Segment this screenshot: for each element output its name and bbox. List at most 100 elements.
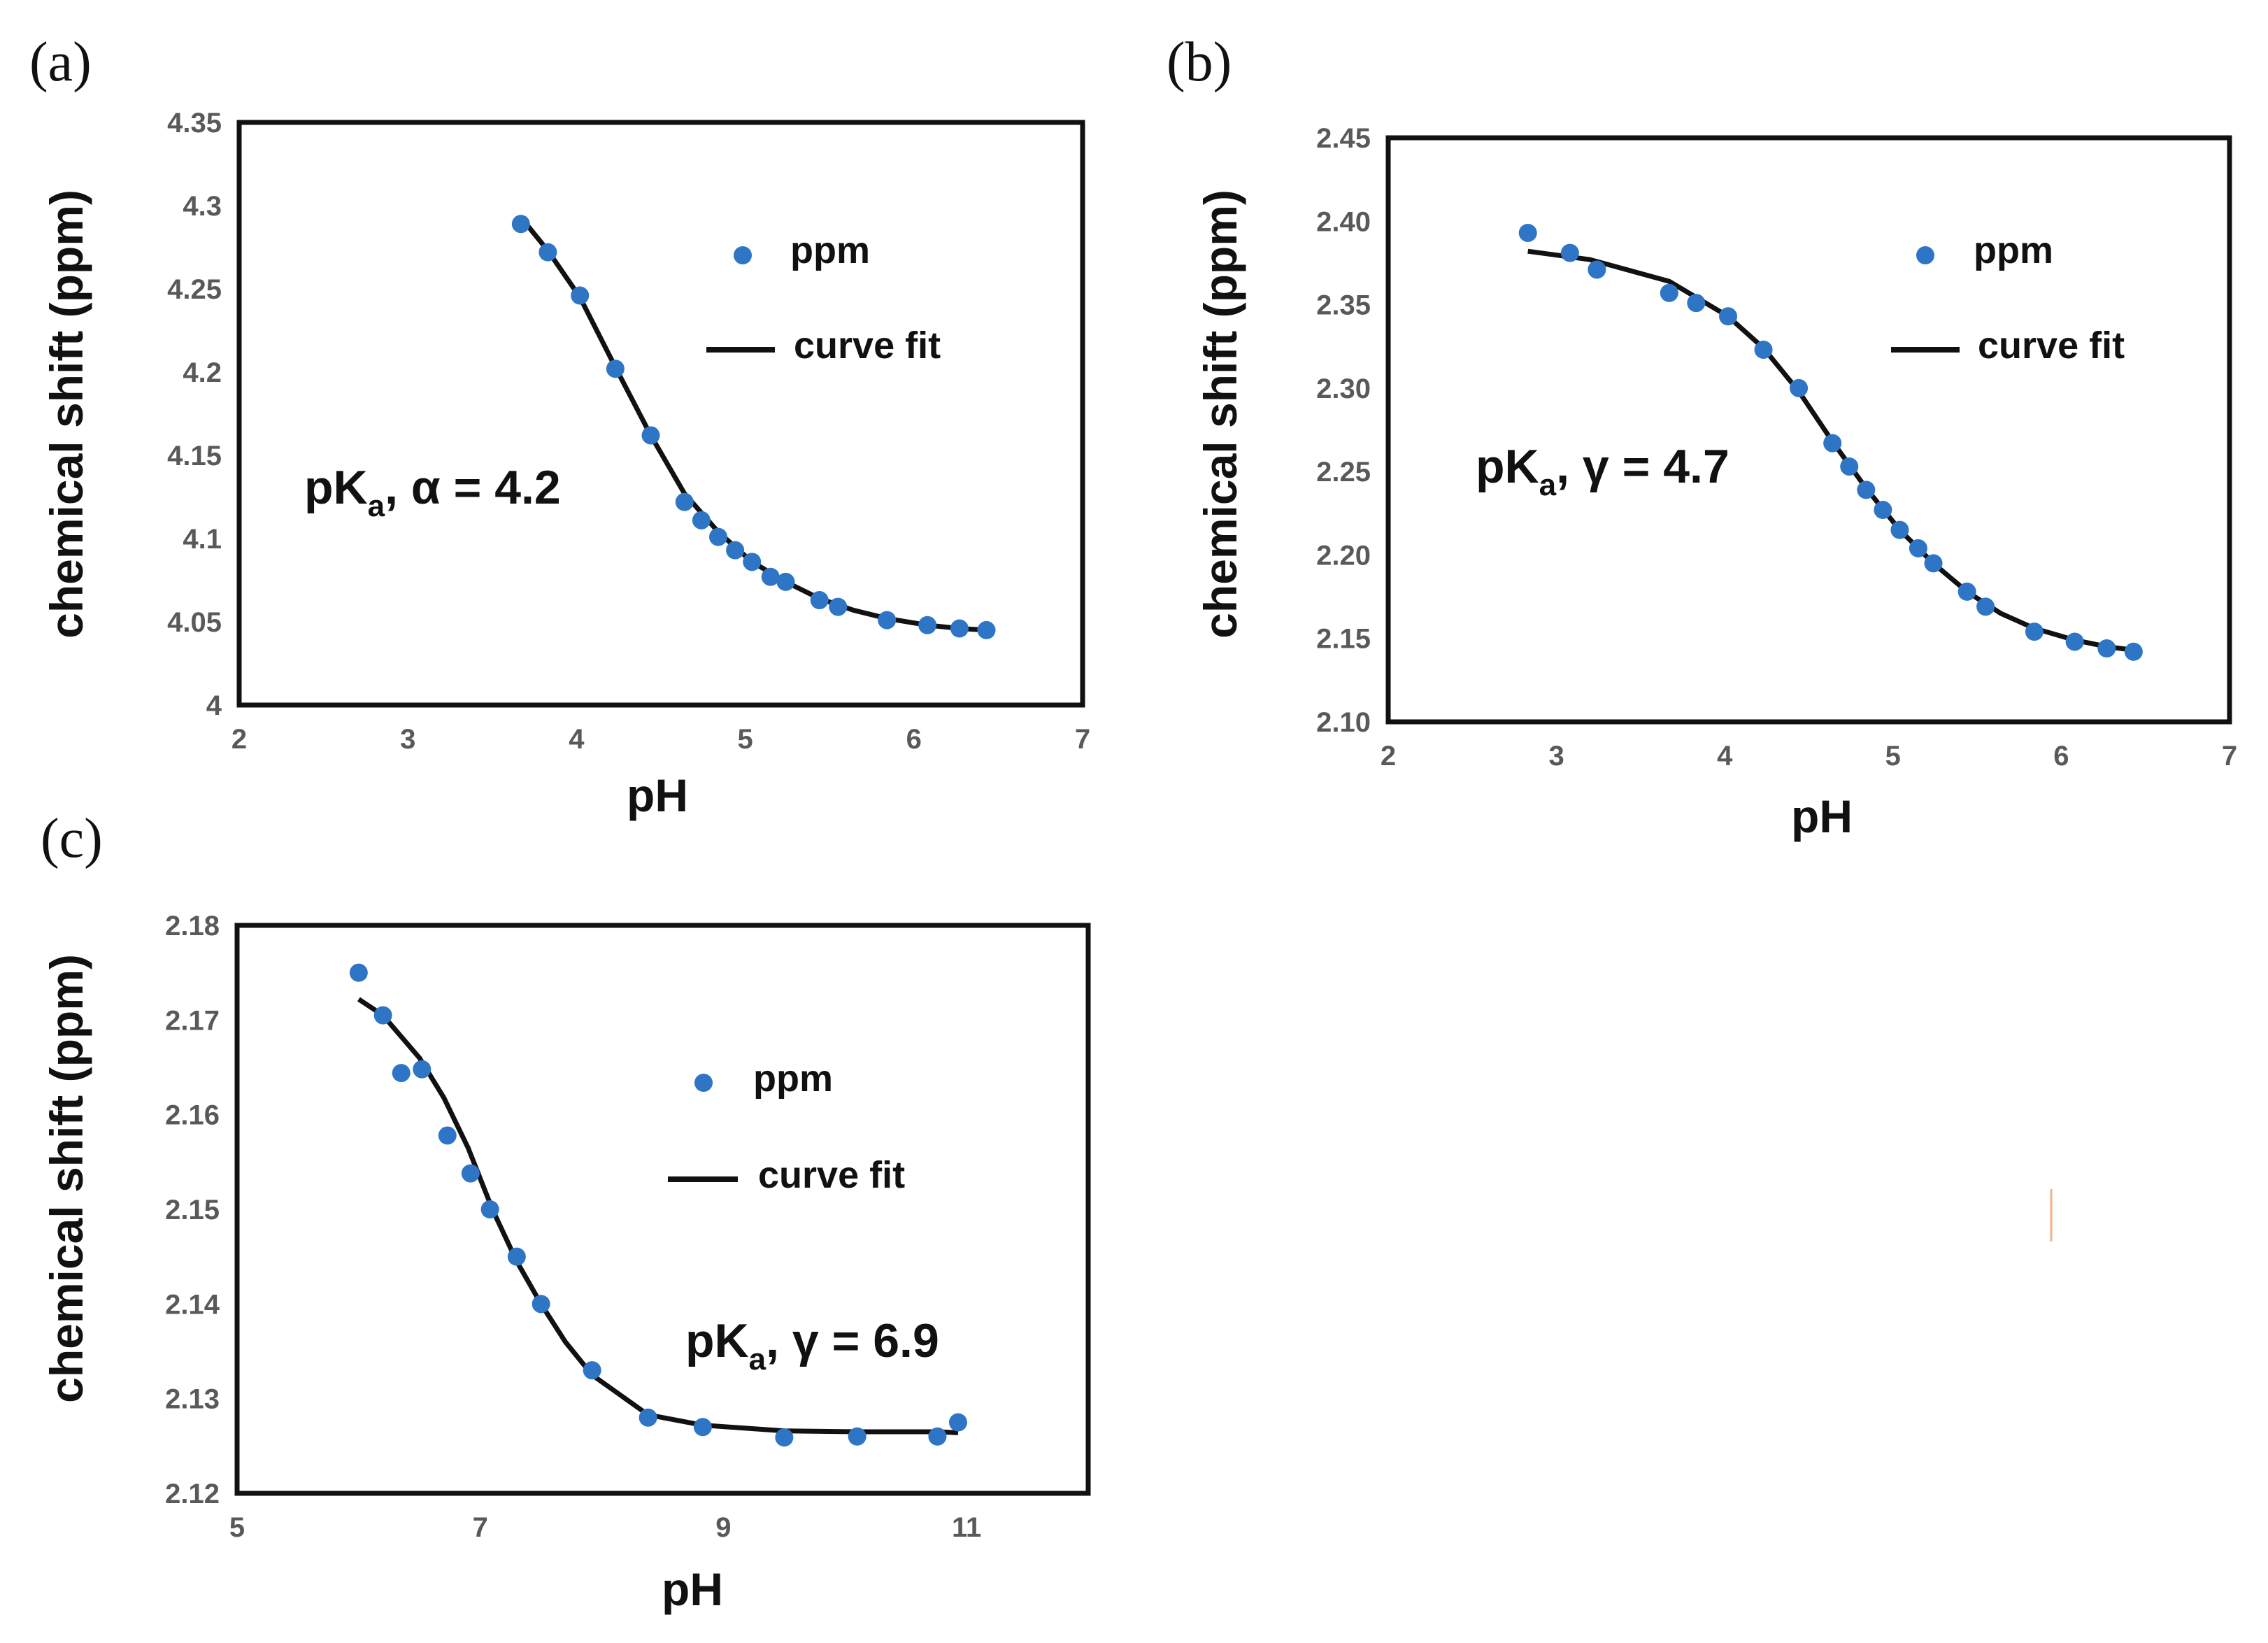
data-point xyxy=(583,1361,601,1380)
data-point xyxy=(571,286,590,305)
data-point xyxy=(948,1413,967,1432)
y-tick-label: 2.15 xyxy=(1316,624,1371,655)
x-tick-label: 7 xyxy=(473,1512,488,1543)
data-point xyxy=(848,1427,866,1446)
data-point xyxy=(1857,481,1876,499)
data-point xyxy=(639,1408,657,1427)
x-axis-label: pH xyxy=(662,1563,723,1615)
data-point xyxy=(950,619,969,638)
y-tick-label: 4.15 xyxy=(167,441,222,471)
data-point xyxy=(2124,642,2143,661)
x-tick-label: 11 xyxy=(952,1512,981,1543)
data-point xyxy=(606,360,625,378)
panel-label: (b) xyxy=(1167,31,1232,93)
data-point xyxy=(349,963,368,982)
x-tick-label: 7 xyxy=(2222,741,2237,771)
pka-annotation: pKa, α = 4.2 xyxy=(304,461,561,523)
legend-marker-ppm xyxy=(1916,246,1934,264)
data-point xyxy=(776,572,795,591)
data-point xyxy=(692,511,711,529)
data-point xyxy=(1790,378,1809,397)
legend: ppm curve fit xyxy=(1891,229,2125,367)
data-point xyxy=(2025,623,2044,641)
y-tick-label: 2.16 xyxy=(165,1100,220,1131)
legend: ppm curve fit xyxy=(706,229,941,367)
data-point xyxy=(775,1428,794,1447)
plot-frame xyxy=(234,923,1091,1496)
data-point xyxy=(438,1126,457,1145)
y-tick-label: 2.40 xyxy=(1316,206,1371,237)
data-point xyxy=(1924,554,1943,573)
data-point xyxy=(743,553,762,571)
y-tick-label: 2.25 xyxy=(1316,457,1371,488)
data-point xyxy=(461,1164,480,1183)
y-axis-label: chemical shift (ppm) xyxy=(1194,190,1246,639)
y-tick-label: 2.13 xyxy=(165,1384,220,1415)
data-point xyxy=(392,1064,411,1083)
y-tick-label: 4.2 xyxy=(183,357,222,388)
data-point xyxy=(1660,283,1678,302)
data-point xyxy=(1976,597,1995,616)
data-point xyxy=(977,620,996,639)
y-tick-label: 4.1 xyxy=(183,524,222,555)
data-point xyxy=(1957,582,1976,601)
y-tick-label: 2.12 xyxy=(165,1479,220,1509)
data-point xyxy=(373,1006,392,1025)
x-tick-label: 5 xyxy=(229,1512,245,1543)
data-point xyxy=(693,1418,712,1437)
x-tick-label: 6 xyxy=(2053,741,2069,771)
data-point xyxy=(641,426,660,445)
data-point xyxy=(810,591,829,610)
plot-frame xyxy=(236,120,1085,708)
data-point xyxy=(2065,632,2084,651)
legend: ppm curve fit xyxy=(668,1058,905,1196)
data-point xyxy=(761,567,780,586)
x-tick-label: 5 xyxy=(737,724,753,755)
x-tick-label: 4 xyxy=(569,724,585,755)
panel-label: (c) xyxy=(41,808,103,869)
y-tick-label: 2.30 xyxy=(1316,374,1371,404)
data-point xyxy=(480,1200,499,1218)
x-axis-label: pH xyxy=(627,769,688,821)
data-point xyxy=(2097,639,2116,658)
x-tick-label: 4 xyxy=(1717,741,1733,771)
y-tick-label: 4 xyxy=(206,690,222,721)
data-point xyxy=(1823,434,1842,453)
y-tick-label: 4.3 xyxy=(183,191,222,222)
panel-c: (c) 5 7 9 11 2.12 2.13 2.14 2.15 2.16 2.17 2.18 pH… xyxy=(41,808,1091,1615)
data-point xyxy=(709,527,728,546)
legend-label-ppm: ppm xyxy=(753,1058,833,1100)
data-point xyxy=(1874,501,1892,520)
data-point xyxy=(675,492,694,511)
panel-label: (a) xyxy=(29,31,92,93)
x-tick-label: 7 xyxy=(1075,724,1090,755)
legend-marker-ppm xyxy=(694,1074,713,1092)
plot-marks: 2 3 4 5 6 7 4 4.05 4.1 4.15 4.2 4.25 4.3 4.35 xyxy=(167,108,1090,755)
legend-label-ppm: ppm xyxy=(790,229,870,271)
x-tick-label: 3 xyxy=(1548,741,1564,771)
data-point xyxy=(878,611,897,630)
data-point xyxy=(1754,340,1773,359)
legend-label-curve-fit: curve fit xyxy=(1978,325,2125,367)
legend-label-curve-fit: curve fit xyxy=(758,1154,905,1196)
y-tick-label: 2.15 xyxy=(165,1195,220,1225)
y-axis-label: chemical shift (ppm) xyxy=(41,190,92,639)
data-point xyxy=(532,1295,550,1314)
y-tick-label: 4.05 xyxy=(167,607,222,638)
y-tick-label: 2.14 xyxy=(165,1289,220,1320)
y-tick-label: 2.18 xyxy=(165,911,220,941)
data-point xyxy=(539,243,557,262)
y-tick-label: 2.45 xyxy=(1316,123,1371,154)
y-tick-label: 2.35 xyxy=(1316,290,1371,321)
x-tick-label: 6 xyxy=(906,724,922,755)
panel-a: (a) 2 3 4 5 6 744.054.14.154.24.254.34.35 pH … xyxy=(29,31,1090,821)
y-tick-label: 4.35 xyxy=(167,108,222,138)
y-tick-label: 2.10 xyxy=(1316,707,1371,738)
data-point xyxy=(928,1427,947,1446)
plot-marks: 5 7 9 11 2.12 2.13 2.14 2.15 2.16 2.17 2.18 xyxy=(165,911,981,1543)
data-point xyxy=(1560,243,1579,262)
data-point xyxy=(511,215,530,234)
plot-marks: 2 3 4 5 6 7 2.10 2.15 2.20 2.25 2.30 2.35 2.40 2.45 xyxy=(1316,123,2237,771)
data-point xyxy=(1687,294,1706,313)
